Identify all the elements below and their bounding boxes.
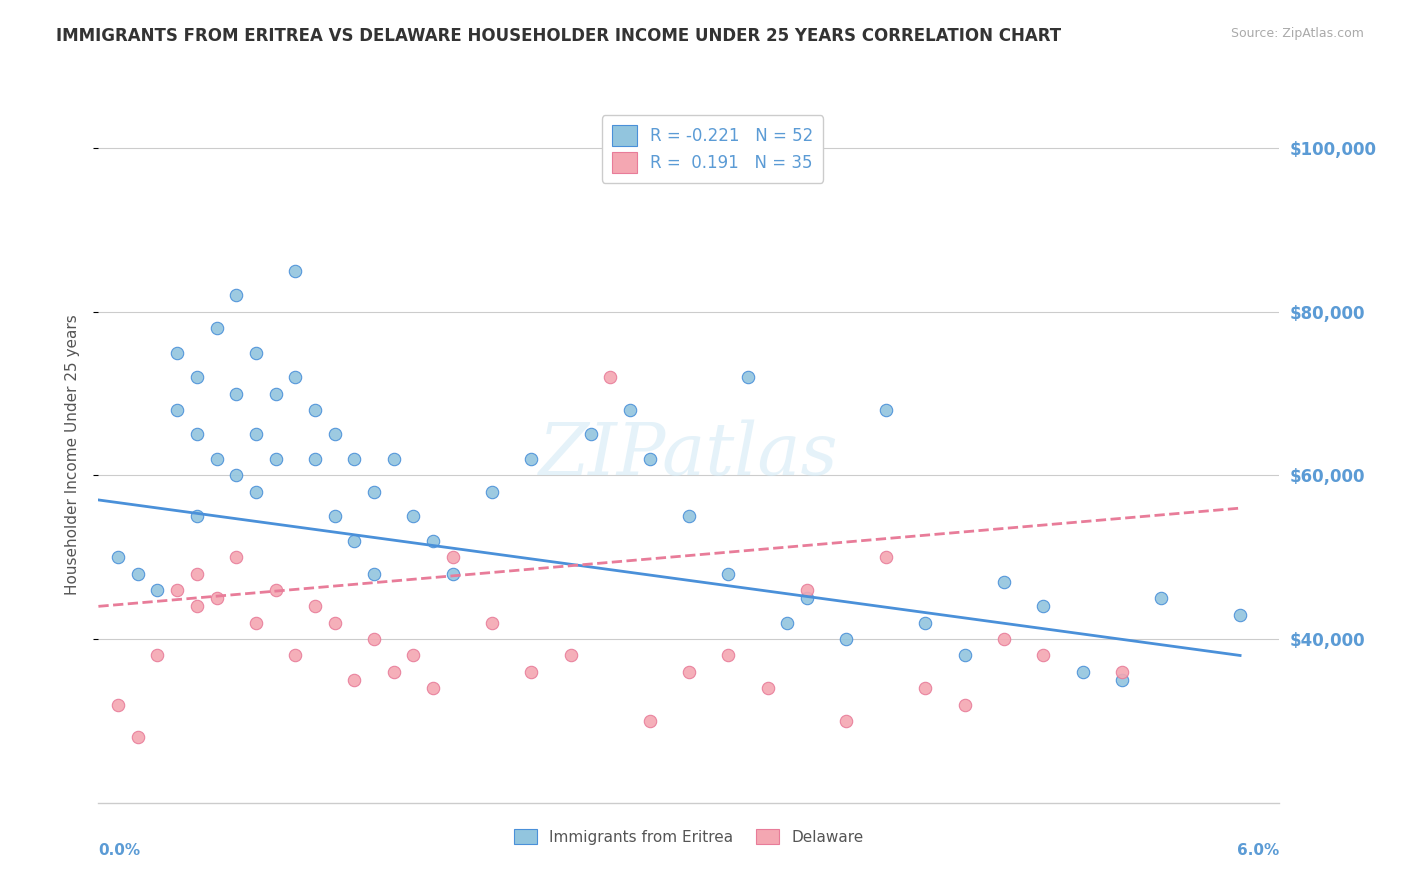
Point [422,681,444,696]
Point [382,665,405,679]
Point [638,452,661,467]
Text: Source: ZipAtlas.com: Source: ZipAtlas.com [1230,27,1364,40]
Point [245,615,267,630]
Point [205,452,228,467]
Point [264,582,287,597]
Point [914,615,936,630]
Point [1071,665,1094,679]
Point [953,698,976,712]
Point [993,632,1015,646]
Point [323,509,346,524]
Text: 6.0%: 6.0% [1237,843,1279,858]
Point [264,386,287,401]
Point [914,681,936,696]
Point [245,484,267,499]
Point [264,452,287,467]
Point [619,403,641,417]
Point [402,509,425,524]
Point [284,264,307,278]
Point [796,591,818,606]
Point [737,370,759,384]
Point [284,370,307,384]
Point [953,648,976,663]
Point [186,370,208,384]
Point [835,714,858,728]
Point [166,582,188,597]
Point [422,533,444,548]
Point [1229,607,1251,622]
Point [146,648,169,663]
Point [481,484,503,499]
Point [284,648,307,663]
Point [323,427,346,442]
Point [520,452,543,467]
Point [343,673,366,687]
Point [186,566,208,581]
Point [638,714,661,728]
Point [1032,648,1054,663]
Point [717,566,740,581]
Point [678,509,700,524]
Text: IMMIGRANTS FROM ERITREA VS DELAWARE HOUSEHOLDER INCOME UNDER 25 YEARS CORRELATIO: IMMIGRANTS FROM ERITREA VS DELAWARE HOUS… [56,27,1062,45]
Point [343,533,366,548]
Text: ZIPatlas: ZIPatlas [538,419,839,491]
Point [304,599,326,614]
Point [875,403,897,417]
Point [225,468,247,483]
Point [363,484,385,499]
Point [304,452,326,467]
Point [1111,673,1133,687]
Point [225,550,247,565]
Point [166,403,188,417]
Point [678,665,700,679]
Point [225,288,247,302]
Point [835,632,858,646]
Point [146,582,169,597]
Text: 0.0%: 0.0% [98,843,141,858]
Point [245,427,267,442]
Point [343,452,366,467]
Point [186,599,208,614]
Point [323,615,346,630]
Point [993,574,1015,589]
Point [402,648,425,663]
Point [717,648,740,663]
Point [776,615,799,630]
Point [441,550,464,565]
Y-axis label: Householder Income Under 25 years: Householder Income Under 25 years [65,315,80,595]
Point [166,345,188,359]
Point [481,615,503,630]
Point [579,427,602,442]
Point [127,731,149,745]
Point [560,648,582,663]
Point [599,370,621,384]
Point [127,566,149,581]
Point [441,566,464,581]
Point [520,665,543,679]
Point [363,566,385,581]
Point [875,550,897,565]
Point [225,386,247,401]
Point [205,591,228,606]
Legend: Immigrants from Eritrea, Delaware: Immigrants from Eritrea, Delaware [508,822,870,851]
Point [186,509,208,524]
Point [382,452,405,467]
Point [186,427,208,442]
Point [756,681,779,696]
Point [107,698,129,712]
Point [107,550,129,565]
Point [1150,591,1173,606]
Point [205,321,228,335]
Point [796,582,818,597]
Point [1032,599,1054,614]
Point [363,632,385,646]
Point [245,345,267,359]
Point [304,403,326,417]
Point [1111,665,1133,679]
